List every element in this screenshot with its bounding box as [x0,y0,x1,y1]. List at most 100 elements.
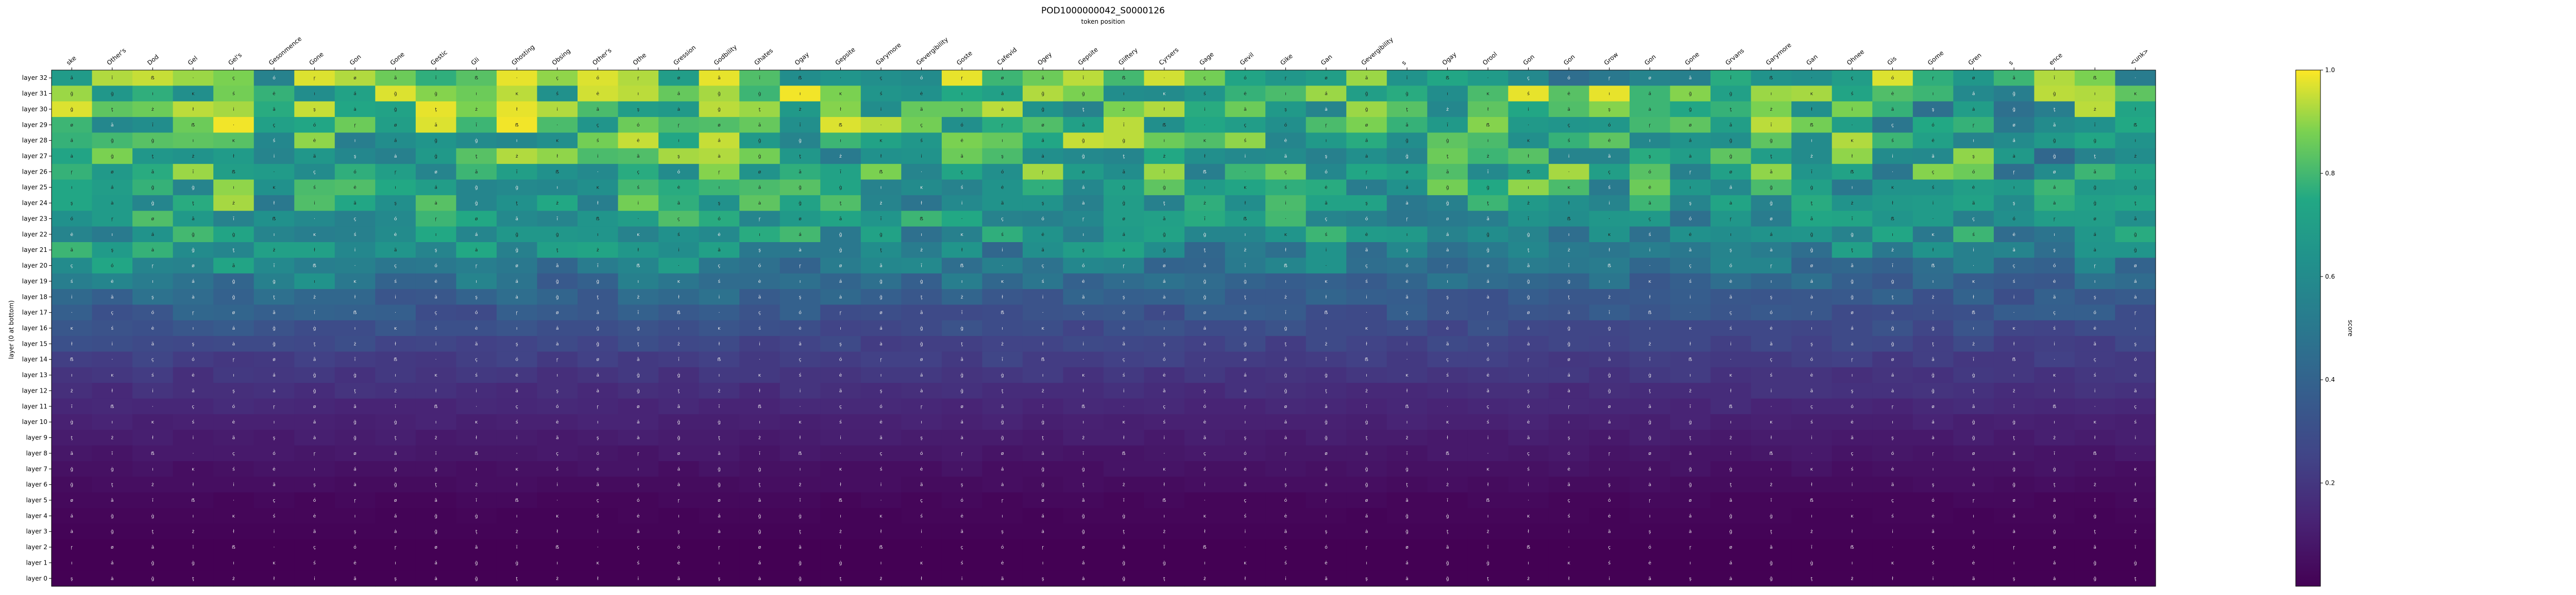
heatmap-cell-glyph: ā [1527,264,1530,269]
heatmap-cell-glyph: ó [1810,357,1814,363]
heatmap-cell-glyph: ė [1284,139,1287,144]
heatmap-cell-glyph: ā [1446,169,1449,175]
heatmap-cell-glyph: i [2054,342,2055,347]
heatmap-cell-glyph: ā [556,264,559,269]
heatmap-cell-glyph: ȧ [353,483,357,488]
heatmap-cell-glyph: ā [1163,216,1166,222]
heatmap-cell-glyph: · [921,169,922,175]
heatmap-cell [173,101,214,117]
heatmap-cell-glyph: ĸ [232,139,235,144]
heatmap-cell-glyph: ż [1163,154,1165,159]
heatmap-cell-glyph: i [71,295,73,300]
heatmap-cell-glyph: ī [1730,451,1732,456]
heatmap-cell-glyph: á [71,139,74,144]
heatmap-cells: ā ī ẞ · ç ó ŗ ø ā ī ẞ · ç ó ŗ ø ā ī ẞ · ç ó ŗ ø ā ī ẞ · ç ó ŗ ø ā ī ẞ · ç ó ŗ ø… [52,70,2156,587]
heatmap-cell-glyph: ğ [1405,530,1409,535]
heatmap-cell-glyph: ẞ [879,545,883,550]
heatmap-cell-glyph: i [1608,576,1610,582]
heatmap-cell-glyph: i [1285,576,1286,582]
heatmap-cell [1306,117,1347,133]
heatmap-cell-glyph: ś [920,138,923,144]
heatmap-cell-glyph: á [597,373,600,378]
heatmap-cell-glyph: ā [2134,216,2137,222]
heatmap-cell-glyph: ŗ [1689,545,1691,550]
heatmap-cell [2074,148,2116,164]
heatmap-cell-glyph: ė [1244,92,1247,97]
heatmap-cell-glyph: ä [556,436,559,441]
heatmap-cell [1346,70,1387,86]
heatmap-cell-glyph: ż [920,248,923,253]
heatmap-cell-glyph: ç [1730,311,1732,316]
heatmap-cell [1467,70,1509,86]
heatmap-cell-glyph: ţ [840,576,842,582]
heatmap-cell-glyph: ø [434,169,437,175]
heatmap-cell-glyph: ó [637,498,640,503]
heatmap-cell-glyph: ł [961,248,963,253]
heatmap-cell-glyph: ġ [353,373,357,378]
heatmap-cell-glyph: á [1730,185,1733,191]
heatmap-cell-glyph: ŗ [2054,216,2056,222]
heatmap-cell-glyph: ī [556,216,558,222]
heatmap-cell-glyph: ţ [516,576,518,582]
heatmap-cell-glyph: ĸ [1244,185,1247,191]
heatmap-cell [618,101,659,117]
heatmap-cell-glyph: á [71,514,74,519]
y-tick-label: layer 3 [26,528,47,535]
heatmap-cell-glyph: ġ [1810,185,1814,191]
y-tick-label: layer 14 [22,356,47,363]
heatmap-cell-glyph: ç [637,169,639,175]
heatmap-cell-glyph: ś [1042,279,1044,284]
heatmap-cell-glyph: ş [1689,201,1691,206]
heatmap-cell-glyph: ġ [1972,373,1975,378]
heatmap-cell [2034,132,2075,149]
heatmap-cell-glyph: ā [1810,216,1814,222]
heatmap-cell-glyph: ğ [1729,139,1732,144]
y-tick-label: layer 31 [22,90,47,97]
heatmap-cell [860,132,902,149]
heatmap-cell-glyph: ā [1689,451,1692,456]
heatmap-cell [860,148,902,164]
heatmap-cell [173,148,214,164]
heatmap-cell-glyph: ı [1973,326,1974,331]
heatmap-cell-glyph: ţ [2054,107,2056,112]
heatmap-cell-glyph: ȧ [1284,436,1287,441]
heatmap-cell-glyph: ė [353,185,357,191]
heatmap-cell-glyph: · [233,498,234,503]
heatmap-cell [941,86,982,102]
heatmap-cell-glyph: ŗ [1528,358,1530,363]
colorbar-tick-label: 0.8 [2325,169,2335,177]
heatmap-cell-glyph: ī [151,123,154,128]
heatmap-cell-glyph: ı [880,185,882,191]
heatmap-cell-glyph: ł [1245,576,1246,582]
heatmap-cell-glyph: · [1892,169,1893,175]
heatmap-cell-glyph: i [1164,436,1165,441]
heatmap-cell [1386,101,1428,117]
heatmap-cell-glyph: ä [1608,530,1611,535]
heatmap-cell-glyph: á [1527,326,1530,331]
heatmap-cell-glyph: ĸ [1244,560,1247,566]
heatmap-cell-glyph: ȧ [1405,201,1409,206]
heatmap-cell-glyph: ġ [515,185,518,191]
heatmap-cell [578,86,619,102]
heatmap-cell-glyph: ġ [1244,279,1247,284]
heatmap-cell-glyph: á [475,232,478,237]
heatmap-cell-glyph: ı [1771,92,1772,97]
heatmap-cell-glyph: ţ [759,107,761,112]
heatmap-cell-glyph: á [1365,514,1368,519]
heatmap-cell [1710,70,1752,86]
heatmap-cell-glyph: ĸ [1770,420,1773,425]
heatmap-cell-glyph: ż [1810,154,1813,159]
heatmap-cell-glyph: ğ [151,185,154,191]
heatmap-cell-glyph: i [1892,530,1893,535]
heatmap-cell-glyph: ś [2013,279,2015,284]
heatmap-cell-glyph: ẞ [151,451,155,456]
x-tick-label: Gevergibility [915,36,950,67]
heatmap-cell-glyph: ġ [879,232,883,237]
heatmap-cell-glyph: ġ [1001,373,1004,378]
heatmap-cell-glyph: i [314,576,315,582]
heatmap-cell-glyph: i [274,154,275,159]
heatmap-cell-glyph: ś [556,91,558,97]
heatmap-cell-glyph: ẞ [839,498,842,503]
heatmap-cell-glyph: ż [354,342,357,347]
heatmap-cell-glyph: ī [920,264,922,269]
